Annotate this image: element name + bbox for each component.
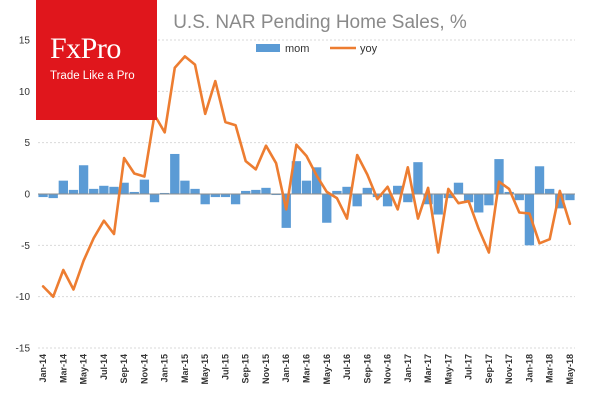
mom-bar bbox=[484, 194, 494, 206]
y-tick-label: 0 bbox=[24, 190, 30, 201]
legend: mom yoy bbox=[256, 43, 378, 55]
mom-bar bbox=[534, 166, 545, 194]
fxpro-logo: FxPro Trade Like a Pro bbox=[36, 0, 157, 120]
mom-bar bbox=[393, 185, 403, 194]
x-tick-label: Jan-17 bbox=[403, 354, 413, 383]
mom-bar bbox=[89, 188, 99, 194]
mom-bar bbox=[524, 194, 535, 246]
mom-bars bbox=[38, 153, 575, 246]
mom-bar bbox=[413, 162, 423, 194]
y-tick-label: 5 bbox=[24, 138, 30, 149]
mom-bar bbox=[403, 194, 413, 203]
mom-bar bbox=[149, 194, 160, 203]
yoy-line bbox=[41, 55, 572, 299]
x-tick-label: Sep-16 bbox=[362, 354, 372, 384]
x-tick-label: Jan-15 bbox=[160, 354, 170, 383]
mom-bar bbox=[372, 194, 383, 198]
x-tick-label: Jan-14 bbox=[38, 354, 48, 383]
y-tick-label: 15 bbox=[19, 36, 31, 47]
x-tick-label: Nov-15 bbox=[261, 354, 271, 384]
mom-bar bbox=[504, 191, 514, 194]
x-tick-label: Jul-15 bbox=[220, 354, 230, 380]
mom-bar bbox=[301, 180, 312, 194]
x-tick-label: Sep-14 bbox=[119, 354, 129, 384]
mom-bar bbox=[545, 188, 555, 194]
chart-title: U.S. NAR Pending Home Sales, % bbox=[173, 12, 467, 33]
mom-bar bbox=[210, 194, 220, 198]
mom-bar bbox=[119, 182, 129, 194]
mom-bar bbox=[362, 187, 372, 194]
x-tick-label: Mar-18 bbox=[545, 354, 555, 383]
x-tick-label: Nov-14 bbox=[139, 354, 149, 384]
mom-bar bbox=[200, 194, 210, 205]
mom-bar bbox=[453, 182, 464, 194]
mom-bar bbox=[261, 187, 271, 194]
mom-bar bbox=[241, 190, 251, 194]
x-tick-label: Jul-17 bbox=[464, 354, 474, 380]
x-tick-label: Jan-18 bbox=[524, 354, 534, 383]
mom-bar bbox=[99, 185, 109, 194]
y-tick-label: -5 bbox=[21, 241, 30, 252]
logo-tagline: Trade Like a Pro bbox=[50, 70, 135, 82]
mom-bar bbox=[291, 161, 302, 194]
mom-bar bbox=[474, 194, 484, 213]
mom-bar bbox=[494, 159, 504, 194]
mom-bar bbox=[48, 194, 58, 199]
yoy-line-group bbox=[41, 55, 572, 299]
mom-bar bbox=[382, 194, 393, 207]
mom-bar bbox=[322, 194, 332, 223]
y-tick-label: -10 bbox=[16, 292, 31, 303]
mom-bar bbox=[129, 191, 139, 194]
x-tick-label: May-16 bbox=[322, 354, 332, 385]
mom-bar bbox=[139, 179, 150, 194]
mom-bar bbox=[220, 194, 231, 198]
x-tick-label: Jul-16 bbox=[342, 354, 352, 380]
x-tick-label: Nov-17 bbox=[504, 354, 514, 384]
mom-bar bbox=[190, 188, 200, 194]
mom-bar bbox=[159, 192, 170, 194]
x-tick-label: May-17 bbox=[443, 354, 453, 385]
mom-bar bbox=[514, 194, 524, 201]
x-tick-label: May-14 bbox=[79, 354, 89, 385]
y-axis-ticks: -15 -10 -5 0 5 10 15 bbox=[16, 36, 31, 355]
logo-name: FxPro bbox=[50, 32, 121, 65]
mom-bar bbox=[109, 186, 119, 194]
x-tick-label: Sep-17 bbox=[484, 354, 494, 384]
mom-bar bbox=[38, 194, 48, 198]
y-tick-label: 10 bbox=[19, 87, 31, 98]
mom-bar bbox=[352, 194, 362, 207]
mom-bar bbox=[58, 180, 68, 194]
mom-bar bbox=[170, 153, 180, 194]
mom-bar bbox=[271, 194, 281, 196]
mom-bar bbox=[180, 180, 190, 194]
x-tick-label: Jan-16 bbox=[281, 354, 291, 383]
legend-mom-swatch bbox=[256, 44, 280, 52]
mom-bar bbox=[78, 165, 89, 194]
x-tick-label: May-15 bbox=[200, 354, 210, 385]
mom-bar bbox=[68, 189, 79, 194]
x-axis-ticks: Jan-14 Mar-14 May-14 Jul-14 Sep-14 Nov-14 Jan-… bbox=[38, 354, 575, 385]
x-tick-label: May-18 bbox=[565, 354, 575, 385]
mom-bar bbox=[433, 194, 443, 215]
mom-bar bbox=[565, 194, 575, 201]
mom-bar bbox=[342, 186, 352, 194]
mom-bar bbox=[332, 190, 342, 194]
x-tick-label: Jul-14 bbox=[99, 354, 109, 380]
legend-yoy-label: yoy bbox=[360, 43, 378, 55]
y-tick-label: -15 bbox=[16, 344, 31, 355]
x-tick-label: Mar-14 bbox=[58, 354, 68, 383]
x-tick-label: Nov-16 bbox=[383, 354, 393, 384]
x-tick-label: Mar-16 bbox=[302, 354, 312, 383]
mom-bar bbox=[230, 194, 241, 205]
mom-bar bbox=[281, 194, 291, 228]
mom-bar bbox=[555, 194, 565, 209]
x-tick-label: Mar-15 bbox=[180, 354, 190, 383]
x-tick-label: Mar-17 bbox=[423, 354, 433, 383]
mom-bar bbox=[311, 167, 322, 194]
mom-bar bbox=[251, 189, 261, 194]
mom-bar bbox=[463, 194, 474, 203]
x-tick-label: Sep-15 bbox=[241, 354, 251, 384]
legend-mom-label: mom bbox=[285, 43, 309, 55]
mom-bar bbox=[423, 194, 433, 205]
